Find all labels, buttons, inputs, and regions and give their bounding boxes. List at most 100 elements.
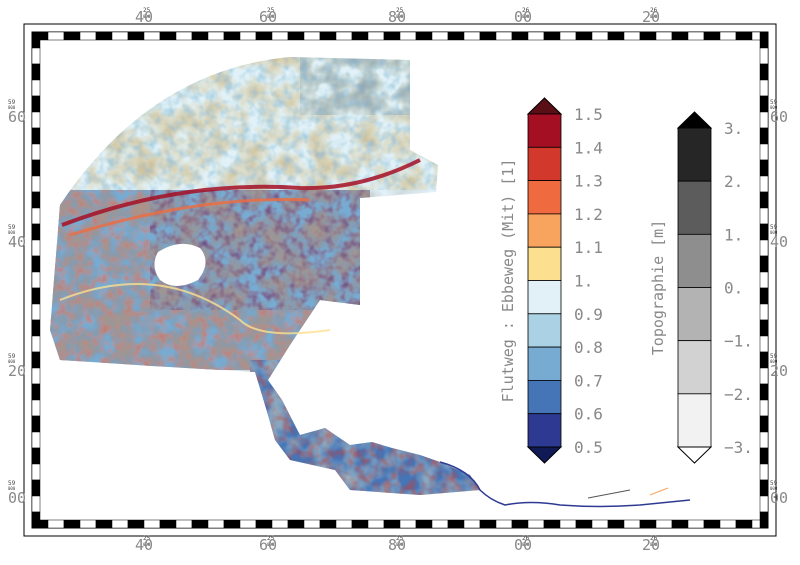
frame-segment (735, 519, 753, 529)
frame-segment (367, 31, 385, 41)
topo_legend-title: Topographie [m] (649, 220, 667, 355)
ratio_legend-tick-label: 1.5 (574, 105, 603, 124)
topo_legend-tick-label: 3. (724, 119, 743, 138)
lat-second-label: 000 (770, 486, 778, 491)
frame-segment (31, 431, 41, 449)
frame-segment (591, 519, 609, 529)
frame-segment (759, 351, 769, 369)
frame-segment (31, 415, 41, 433)
frame-segment (575, 519, 593, 529)
frame-segment (759, 159, 769, 177)
frame-segment (383, 519, 401, 529)
lat-second-label: 000 (770, 359, 778, 364)
topo_legend-tick-label: −3. (724, 438, 753, 457)
frame-segment (759, 111, 769, 129)
frame-segment (671, 519, 689, 529)
frame-segment (31, 383, 41, 401)
ratio_legend-swatch (527, 280, 562, 315)
ratio_legend-swatch (527, 413, 562, 448)
frame-segment (759, 271, 769, 289)
frame-segment (31, 111, 41, 129)
frame-segment (207, 519, 225, 529)
frame-segment (191, 31, 209, 41)
topo_legend-tick-label: 1. (724, 225, 743, 244)
frame-segment (31, 511, 41, 529)
lon-minute-label: 80 (388, 8, 406, 26)
frame-segment (415, 31, 433, 41)
frame-segment (431, 519, 449, 529)
frame-segment (63, 31, 81, 41)
lon-degree-label: 26 (650, 7, 658, 14)
ratio_legend-under-triangle (526, 446, 563, 464)
graticule-labels: 2500040250004025000602500060250008025000… (8, 7, 788, 554)
frame-segment (143, 31, 161, 41)
frame-segment (175, 31, 193, 41)
frame-segment (255, 519, 273, 529)
frame-segment (31, 191, 41, 209)
frame-segment (759, 79, 769, 97)
frame-segment (607, 519, 625, 529)
ratio_legend-title: Flutweg : Ebbeweg (Mit) [1] (499, 159, 517, 403)
frame-segment (623, 519, 641, 529)
topo_legend-swatch (677, 233, 712, 288)
frame-segment (463, 519, 481, 529)
frame-segment (759, 143, 769, 161)
frame-segment (719, 519, 737, 529)
frame-segment (335, 519, 353, 529)
frame-segment (111, 31, 129, 41)
lon-minute-label: 20 (642, 8, 660, 26)
frame-segment (383, 31, 401, 41)
lon-degree-label: 25 (267, 535, 275, 542)
lat-degree-label: 59 (8, 353, 16, 360)
frame-segment (31, 255, 41, 273)
frame-segment (223, 519, 241, 529)
frame-segment (527, 31, 545, 41)
lat-second-label: 000 (8, 230, 16, 235)
lat-degree-label: 59 (770, 353, 778, 360)
island (154, 243, 206, 286)
topo_legend-swatch (677, 180, 712, 235)
lat-minute-label: 40 (770, 233, 788, 251)
lon-second-label: 000 (650, 542, 658, 547)
frame-segment (759, 255, 769, 273)
frame-segment (479, 519, 497, 529)
frame-segment (239, 519, 257, 529)
lat-degree-label: 59 (770, 480, 778, 487)
frame-segment (591, 31, 609, 41)
frame-segment (703, 31, 721, 41)
ratio_legend-tick-label: 0.8 (574, 338, 603, 357)
frame-segment (31, 95, 41, 113)
frame-segment (31, 303, 41, 321)
lon-second-label: 000 (396, 542, 404, 547)
lon-minute-label: 60 (259, 536, 277, 554)
frame-segment (47, 519, 65, 529)
frame-segment (95, 31, 113, 41)
frame-segment (31, 159, 41, 177)
topo_legend-swatch (677, 393, 712, 448)
lon-second-label: 000 (522, 542, 530, 547)
frame-segment (399, 31, 417, 41)
ratio_legend-tick-label: 0.7 (574, 371, 603, 390)
frame-segment (31, 335, 41, 353)
topo_legend-over-triangle (676, 111, 713, 129)
frame-segment (759, 95, 769, 113)
ratio-legend: 1.5 1.4 1.3 1.2 1.1 1. 0.9 0.8 0.7 0.6 0.5 Flutweg … (499, 97, 603, 464)
topo_legend-swatch (677, 340, 712, 395)
ratio_legend-swatch (527, 246, 562, 281)
frame-segment (703, 519, 721, 529)
frame-segment (759, 63, 769, 81)
frame-segment (759, 287, 769, 305)
lat-degree-label: 59 (8, 99, 16, 106)
ratio_legend-tick-label: 1.4 (574, 138, 603, 157)
frame-segment (223, 31, 241, 41)
frame-segment (759, 383, 769, 401)
frame-segment (31, 319, 41, 337)
frame-segment (759, 127, 769, 145)
ratio_legend-swatch (527, 213, 562, 248)
frame-segment (303, 31, 321, 41)
frame-segment (759, 223, 769, 241)
frame-segment (111, 519, 129, 529)
frame-segment (495, 31, 513, 41)
